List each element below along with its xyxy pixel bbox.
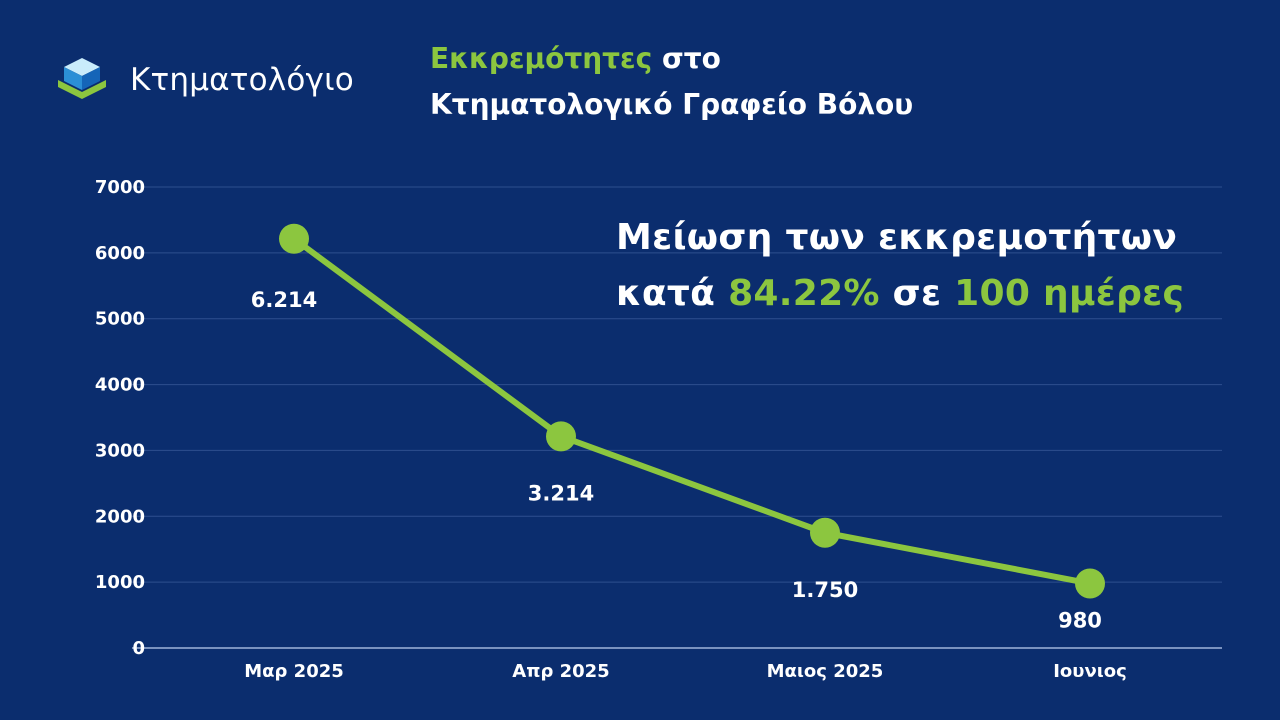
- callout-line1: Μείωση των εκκρεμοτήτων: [616, 217, 1178, 258]
- y-tick-label: 5000: [95, 309, 145, 330]
- title-rest: στο: [652, 42, 721, 75]
- title-line2: Κτηματολογικό Γραφείο Βόλου: [430, 88, 914, 121]
- data-label: 980: [1058, 608, 1102, 632]
- brand-logo: Κτηματολόγιο: [56, 56, 354, 102]
- y-tick-label: 4000: [95, 375, 145, 396]
- data-point: [810, 517, 840, 548]
- y-tick-label: 2000: [95, 506, 145, 527]
- data-point: [279, 223, 309, 254]
- callout-prefix: κατά: [616, 273, 729, 314]
- x-tick-label: Μαρ 2025: [244, 661, 344, 682]
- y-tick-label: 3000: [95, 440, 145, 461]
- title-highlight: Εκκρεμότητες: [430, 42, 653, 75]
- logo-base-shape: [58, 80, 106, 99]
- data-label: 3.214: [528, 481, 594, 505]
- y-tick-label: 1000: [95, 572, 145, 593]
- logo-cube-right: [82, 67, 100, 90]
- data-label: 6.214: [251, 288, 317, 312]
- chart-title: Εκκρεμότητες στο Κτηματολογικό Γραφείο Β…: [430, 36, 913, 128]
- callout-mid: σε: [879, 273, 955, 314]
- x-tick-label: Ιουνιος: [1053, 661, 1127, 682]
- brand-name: Κτηματολόγιο: [130, 62, 354, 98]
- y-tick-label: 6000: [95, 243, 145, 264]
- reduction-callout: Μείωση των εκκρεμοτήτων κατά 84.22% σε 1…: [616, 210, 1184, 322]
- data-point: [546, 421, 576, 452]
- x-tick-label: Απρ 2025: [512, 661, 609, 682]
- y-tick-label: 7000: [95, 177, 145, 198]
- cube-logo-icon: [58, 58, 106, 99]
- data-point: [1075, 568, 1105, 599]
- logo-cube-left: [64, 67, 82, 90]
- data-label: 1.750: [792, 578, 858, 602]
- x-tick-label: Μαιος 2025: [767, 661, 884, 682]
- callout-percent: 84.22%: [728, 273, 880, 314]
- y-tick-label: 0: [132, 638, 145, 659]
- callout-days: 100 ημέρες: [954, 273, 1185, 314]
- series-line: [291, 235, 1093, 587]
